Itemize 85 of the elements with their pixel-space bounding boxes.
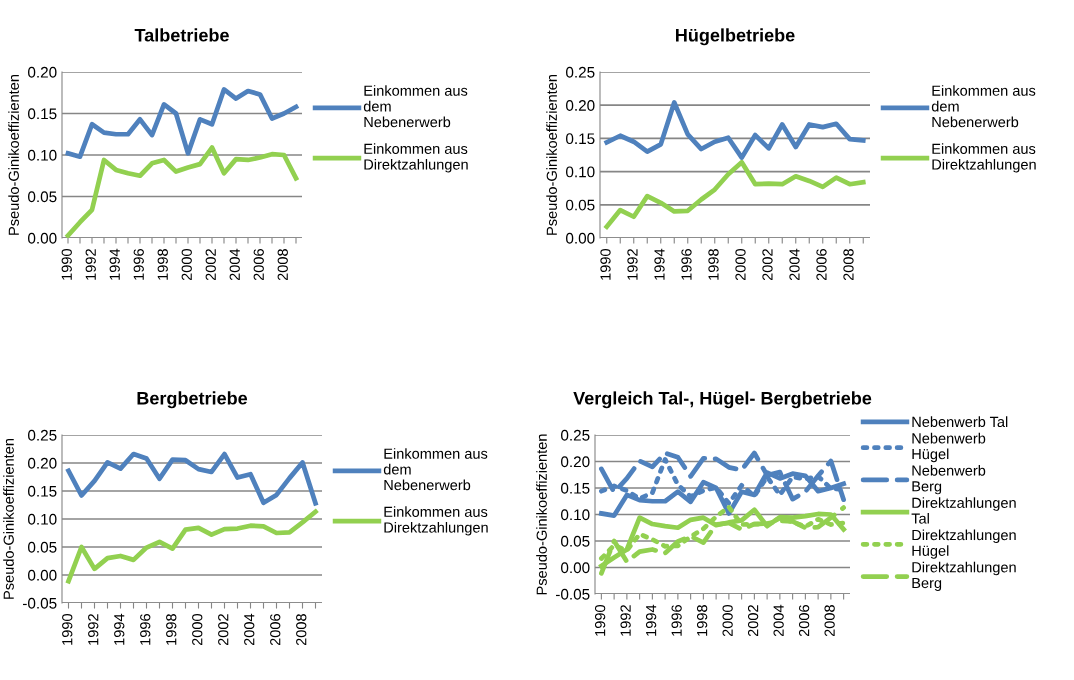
x-tick-label: 2008 <box>277 249 288 281</box>
legend-label: Nebenwerb Berg <box>912 465 986 495</box>
y-tick-label: 0.20 <box>566 100 595 111</box>
y-tick-label: 0.10 <box>566 166 595 178</box>
legend-label: Einkommen aus Direktzahlungen <box>364 143 468 173</box>
chart-title: Bergbetriebe <box>137 391 248 409</box>
y-tick-label: 0.00 <box>28 569 57 581</box>
y-tick-label: 0.10 <box>28 149 57 161</box>
y-tick-label: 0.00 <box>28 232 57 244</box>
x-tick-label: 1990 <box>61 248 72 280</box>
x-tick-label: 1996 <box>133 249 144 280</box>
x-tick-label: 1992 <box>88 614 99 645</box>
x-tick-label: 2002 <box>747 605 759 637</box>
x-tick-label: 1990 <box>594 604 606 636</box>
y-tick-label: 0.10 <box>28 513 57 525</box>
y-tick-label: 0.10 <box>561 509 590 521</box>
x-tick-label: 1994 <box>654 248 665 280</box>
chart-title: Talbetriebe <box>134 28 229 42</box>
legend-label: Nebenwerb Hügel <box>912 432 986 463</box>
x-tick-label: 2006 <box>798 605 810 637</box>
y-tick-label: 0.20 <box>28 66 57 78</box>
legend-label: Einkommen aus dem Nebenerwerb <box>931 85 1036 128</box>
x-tick-label: 2008 <box>296 614 307 646</box>
x-tick-label: 2006 <box>270 614 281 646</box>
x-tick-label: 2002 <box>205 249 216 281</box>
x-tick-label: 1996 <box>140 614 151 645</box>
y-tick-label: -0.05 <box>23 597 57 609</box>
y-tick-label: 0.15 <box>566 133 595 145</box>
x-tick-label: 2000 <box>192 613 203 646</box>
x-tick-label: 2000 <box>722 604 733 637</box>
y-tick-label: -0.05 <box>556 588 590 600</box>
x-tick-label: 1994 <box>645 604 657 636</box>
legend-label: Einkommen aus Direktzahlungen <box>932 143 1036 173</box>
y-tick-label: 0.25 <box>566 66 595 78</box>
x-tick-label: 2000 <box>735 248 746 281</box>
y-tick-label: 0.05 <box>561 535 590 547</box>
x-tick-label: 1998 <box>157 249 168 280</box>
x-tick-label: 2008 <box>824 605 835 637</box>
x-tick-label: 1992 <box>627 249 638 280</box>
x-tick-label: 1998 <box>696 605 708 636</box>
x-tick-label: 2000 <box>181 248 192 281</box>
y-tick-label: 0.15 <box>28 108 57 120</box>
x-tick-label: 1998 <box>166 614 177 645</box>
y-tick-label: 0.05 <box>28 541 57 553</box>
x-tick-label: 1996 <box>671 605 682 636</box>
y-tick-label: 0.20 <box>561 456 590 468</box>
y-tick-label: 0.15 <box>28 485 57 497</box>
y-tick-label: 0.25 <box>28 429 57 441</box>
legend-label: Nebenwerb Tal <box>912 416 1008 428</box>
y-tick-label: 0.15 <box>561 482 590 494</box>
y-tick-label: 0.00 <box>561 562 590 574</box>
y-axis-title: Pseudo-Ginikoeffizienten <box>546 75 557 235</box>
x-tick-label: 2004 <box>789 248 800 281</box>
y-tick-label: 0.05 <box>566 199 595 211</box>
x-tick-label: 2002 <box>218 614 229 646</box>
x-tick-label: 1994 <box>114 613 125 645</box>
x-tick-label: 1990 <box>600 248 611 280</box>
y-axis-title: Pseudo-Ginikoeffizienten <box>3 439 14 599</box>
legend-label: Direktzahlungen Berg <box>912 561 1016 592</box>
legend-label: Direktzahlungen Tal <box>911 497 1016 524</box>
x-tick-label: 1990 <box>62 613 73 645</box>
legend-label: Einkommen aus Direktzahlungen <box>384 506 488 536</box>
x-tick-label: 2004 <box>229 248 240 281</box>
y-tick-label: 0.00 <box>566 232 595 244</box>
x-tick-label: 2008 <box>843 249 854 281</box>
legend-label: Direktzahlungen Hügel <box>912 529 1016 559</box>
chart-title: Hügelbetriebe <box>676 28 795 46</box>
x-tick-label: 1992 <box>620 605 631 636</box>
legend-label: Einkommen aus dem Nebenerwerb <box>383 448 488 491</box>
x-tick-label: 2006 <box>253 249 264 281</box>
x-tick-label: 2004 <box>244 613 255 646</box>
y-tick-label: 0.25 <box>561 429 590 441</box>
y-axis-title: Pseudo-Ginikoeffizienten <box>8 75 19 235</box>
x-tick-label: 2006 <box>816 249 827 281</box>
chart-title: Vergleich Tal-, Hügel- Bergbetriebe <box>573 391 872 409</box>
x-tick-label: 1996 <box>681 249 692 280</box>
x-tick-label: 1992 <box>85 249 96 280</box>
legend-label: Einkommen aus dem Nebenerwerb <box>363 85 468 128</box>
x-tick-label: 2004 <box>773 604 784 637</box>
x-tick-label: 1998 <box>708 249 719 280</box>
y-tick-label: 0.05 <box>28 191 57 203</box>
y-tick-label: 0.20 <box>28 457 57 469</box>
x-tick-label: 2002 <box>762 249 773 281</box>
x-tick-label: 1994 <box>109 248 120 280</box>
y-axis-title: Pseudo-Ginikoeffizienten <box>536 434 547 595</box>
